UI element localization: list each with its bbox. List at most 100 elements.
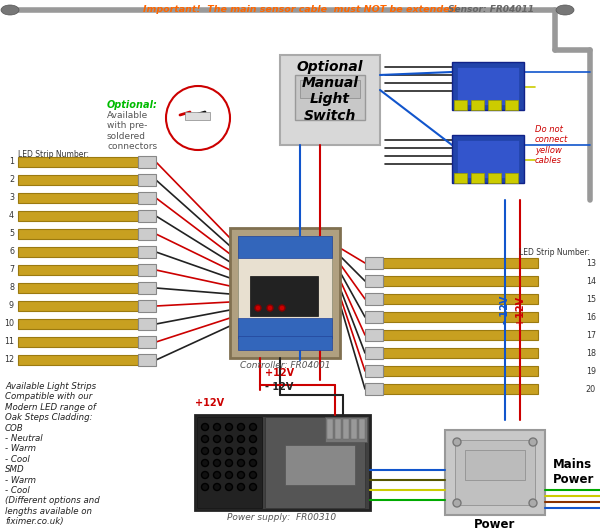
Text: 10: 10 — [4, 319, 14, 328]
Circle shape — [453, 499, 461, 507]
Ellipse shape — [556, 5, 574, 15]
Text: Optional
Manual
Light
Switch: Optional Manual Light Switch — [297, 60, 363, 122]
Text: 13: 13 — [586, 259, 596, 268]
Bar — [230, 228, 340, 358]
Text: +12V: +12V — [195, 398, 224, 408]
Text: LED Strip Number:: LED Strip Number: — [18, 150, 89, 159]
Text: 14: 14 — [586, 277, 596, 286]
Bar — [18, 211, 138, 221]
Circle shape — [250, 459, 257, 467]
Bar — [383, 384, 538, 394]
Circle shape — [226, 436, 233, 442]
Bar — [383, 330, 538, 340]
Circle shape — [202, 436, 209, 442]
Text: 8: 8 — [9, 284, 14, 293]
Bar — [359, 419, 365, 439]
Circle shape — [529, 499, 537, 507]
Bar — [18, 283, 138, 293]
Bar — [471, 100, 484, 110]
Bar — [365, 311, 383, 323]
Bar — [138, 336, 156, 348]
Bar — [365, 329, 383, 341]
Bar — [138, 318, 156, 330]
Bar — [365, 347, 383, 359]
Bar — [138, 246, 156, 258]
Circle shape — [226, 472, 233, 478]
Bar — [138, 210, 156, 222]
Bar — [295, 75, 365, 120]
Bar — [365, 365, 383, 377]
Bar — [365, 293, 383, 305]
Bar — [238, 236, 332, 336]
Circle shape — [202, 484, 209, 491]
Circle shape — [214, 472, 221, 478]
Circle shape — [250, 436, 257, 442]
Circle shape — [250, 423, 257, 430]
Circle shape — [202, 423, 209, 430]
Text: - 12V: - 12V — [500, 296, 510, 324]
Bar — [488, 173, 501, 183]
Circle shape — [250, 448, 257, 455]
Text: Important!  The main sensor cable  must NOT be extended: Important! The main sensor cable must NO… — [143, 5, 457, 14]
Bar — [138, 192, 156, 204]
Bar — [445, 430, 545, 515]
Bar — [265, 417, 365, 508]
Circle shape — [226, 448, 233, 455]
Bar — [250, 276, 318, 316]
Text: 1: 1 — [9, 157, 14, 166]
Circle shape — [453, 438, 461, 446]
Text: - 12V: - 12V — [265, 382, 293, 392]
Bar — [18, 337, 138, 347]
Bar — [18, 265, 138, 275]
Text: 19: 19 — [586, 366, 596, 375]
Bar — [138, 264, 156, 276]
Bar — [138, 228, 156, 240]
Bar — [383, 294, 538, 304]
Bar — [238, 318, 332, 338]
Circle shape — [529, 438, 537, 446]
Bar — [18, 229, 138, 239]
Bar — [138, 174, 156, 186]
Bar — [280, 55, 380, 145]
Text: Available
with pre-
soldered
connectors: Available with pre- soldered connectors — [107, 111, 157, 151]
Bar — [138, 156, 156, 168]
Text: Mains
Power: Mains Power — [553, 458, 595, 486]
Circle shape — [214, 448, 221, 455]
Bar — [335, 419, 341, 439]
Text: 2: 2 — [9, 175, 14, 184]
Text: 7: 7 — [9, 266, 14, 275]
Circle shape — [214, 436, 221, 442]
Text: Power
Switch: Power Switch — [473, 518, 517, 528]
Bar — [465, 450, 525, 480]
Circle shape — [250, 472, 257, 478]
Text: 15: 15 — [586, 295, 596, 304]
Bar — [325, 417, 367, 442]
Text: 20: 20 — [586, 384, 596, 393]
Bar — [454, 100, 467, 110]
Bar — [383, 312, 538, 322]
Bar — [285, 445, 355, 485]
Text: 11: 11 — [4, 337, 14, 346]
Bar — [365, 383, 383, 395]
Bar — [505, 100, 518, 110]
Text: Do not
connect
yellow
cables: Do not connect yellow cables — [535, 125, 568, 165]
Text: 16: 16 — [586, 313, 596, 322]
Circle shape — [238, 472, 245, 478]
Bar — [138, 300, 156, 312]
Bar — [365, 257, 383, 269]
Bar — [471, 173, 484, 183]
Circle shape — [238, 448, 245, 455]
Circle shape — [238, 423, 245, 430]
Text: +12V: +12V — [515, 296, 525, 325]
Bar — [195, 415, 370, 510]
Circle shape — [238, 436, 245, 442]
Bar — [452, 62, 524, 110]
Circle shape — [202, 472, 209, 478]
Ellipse shape — [1, 5, 19, 15]
Bar — [18, 193, 138, 203]
Text: +12V: +12V — [265, 368, 294, 378]
Bar — [138, 354, 156, 366]
Bar — [18, 301, 138, 311]
Bar — [383, 276, 538, 286]
Text: 17: 17 — [586, 331, 596, 340]
